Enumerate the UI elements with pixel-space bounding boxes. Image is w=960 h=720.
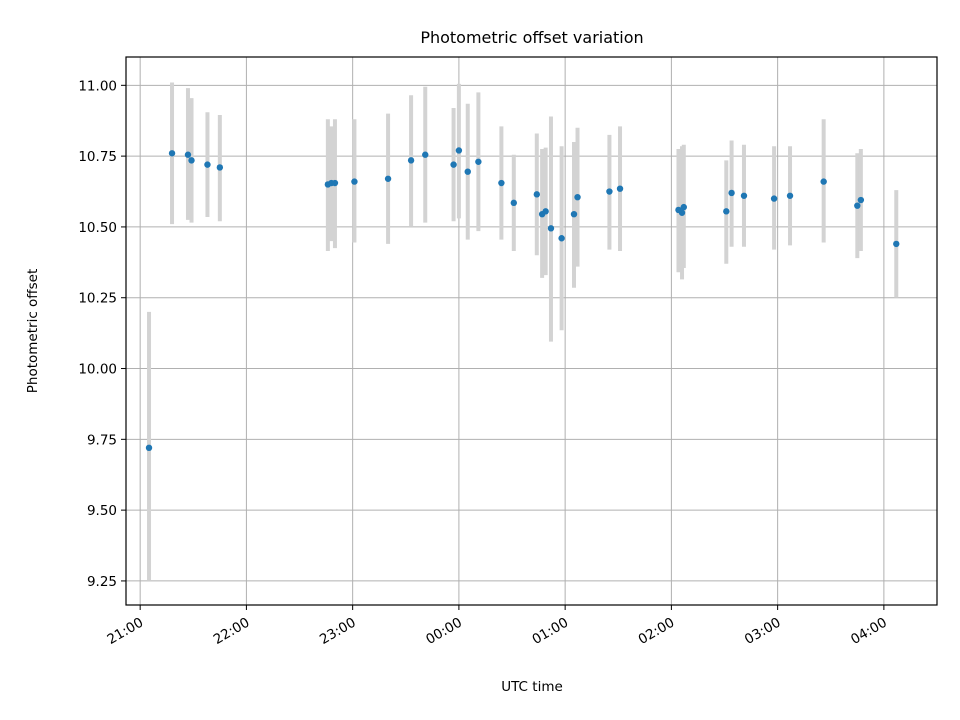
y-tick-label: 9.25: [87, 574, 117, 590]
y-tick-label: 11.00: [78, 78, 117, 94]
y-tick-label: 10.00: [78, 362, 117, 378]
data-point: [723, 208, 730, 215]
x-tick-label: 22:00: [211, 615, 253, 648]
data-point: [204, 161, 211, 168]
data-point: [464, 168, 471, 175]
plot-frame: [125, 56, 938, 606]
data-point: [820, 178, 827, 185]
grid-lines: [126, 57, 937, 605]
data-point: [893, 240, 900, 248]
y-tick-label: 9.50: [87, 503, 117, 519]
x-tick-label: 02:00: [636, 615, 678, 648]
data-point: [606, 188, 613, 195]
data-point: [786, 192, 794, 199]
x-tick-label: 23:00: [317, 615, 359, 648]
data-point: [475, 158, 482, 165]
data-point: [384, 175, 392, 182]
data-point: [351, 178, 358, 185]
x-tick-label: 01:00: [529, 615, 571, 648]
data-point: [455, 147, 463, 154]
data-point: [854, 202, 861, 209]
y-tick-label: 9.75: [87, 432, 117, 448]
data-point: [510, 199, 517, 207]
error-bars: [147, 82, 899, 581]
data-point: [770, 195, 778, 202]
x-tick-label: 04:00: [848, 615, 890, 648]
data-point: [407, 157, 415, 164]
data-point: [422, 151, 429, 158]
data-point: [616, 185, 624, 192]
x-axis-ticks: 21:00 22:00 23:00 00:00 01:00 02:00 03:00 04:00: [104, 605, 890, 648]
data-point: [728, 189, 735, 197]
data-point: [570, 210, 578, 218]
data-point: [450, 161, 457, 168]
data-point: [547, 225, 555, 232]
data-point: [145, 444, 153, 452]
x-tick-label: 03:00: [742, 615, 784, 648]
data-point: [857, 196, 865, 204]
x-tick-label: 00:00: [423, 615, 465, 648]
data-point: [542, 208, 549, 215]
x-axis-label: UTC time: [501, 679, 563, 695]
data-point: [680, 203, 687, 211]
data-point: [533, 191, 541, 198]
data-point: [574, 193, 581, 201]
y-axis-label: Photometric offset: [25, 269, 41, 393]
y-tick-label: 10.75: [78, 149, 117, 165]
data-point: [498, 179, 505, 187]
data-point: [558, 235, 565, 242]
chart-title: Photometric offset variation: [420, 28, 643, 47]
data-points: [145, 147, 900, 452]
y-tick-label: 10.50: [78, 220, 117, 236]
data-point: [216, 164, 224, 171]
data-point: [331, 179, 339, 187]
data-point: [184, 151, 192, 158]
y-axis-ticks: 9.25 9.50 9.75 10.00 10.25 10.50 10.75 11.00: [78, 78, 126, 590]
data-point: [740, 192, 748, 199]
data-point: [678, 209, 686, 216]
data-point: [168, 150, 176, 157]
y-tick-label: 10.25: [78, 291, 117, 307]
data-point: [188, 157, 195, 164]
x-tick-label: 21:00: [104, 615, 146, 648]
